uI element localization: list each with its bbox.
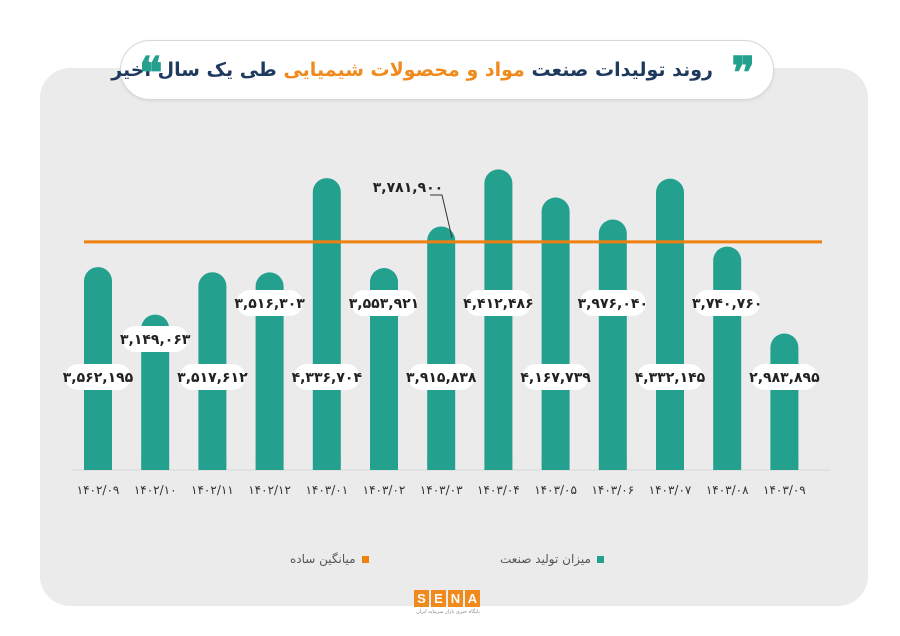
x-tick-label: ۱۴۰۲/۰۹ [77,483,120,497]
bar-base [484,456,513,470]
data-label-bg [637,364,703,390]
data-label: ۳,۹۷۶,۰۴۰ [578,296,648,312]
bar-base [255,456,284,470]
bar [255,272,284,470]
bar [656,178,684,470]
x-tick-label: ۱۴۰۲/۱۰ [134,483,177,497]
data-label-bg [579,290,646,316]
bar [370,268,398,470]
bar-base [656,456,684,470]
x-tick-label: ۱۴۰۳/۰۱ [305,483,348,497]
logo-letter: E [431,590,446,607]
data-label-bg [122,326,189,352]
legend-item-production: میزان تولید صنعت [500,552,604,566]
bar [312,178,341,470]
x-tick-label: ۱۴۰۳/۰۷ [649,483,692,497]
logo-tagline: پایگاه خبری بازار سرمایه ایران [416,609,480,615]
data-label: ۳,۵۱۶,۳۰۳ [234,296,305,312]
x-tick-label: ۱۴۰۲/۱۱ [191,483,234,497]
data-label-bg [65,364,131,390]
sena-logo: S E N A پایگاه خبری بازار سرمایه ایران [414,590,482,620]
data-label: ۳,۵۵۳,۹۲۱ [349,296,419,312]
x-tick-label: ۱۴۰۳/۰۵ [534,483,577,497]
bar-base [370,456,398,470]
bar [770,333,799,470]
logo-letter: A [465,590,480,607]
data-label-bg [351,290,417,316]
data-label: ۳,۷۴۰,۷۶۰ [692,296,762,312]
x-tick-label: ۱۴۰۲/۱۲ [248,483,291,497]
bar [541,197,570,470]
legend-swatch-production [596,556,604,563]
data-label: ۴,۳۳۶,۷۰۴ [292,370,363,386]
title-part-2: مواد و محصولات شیمیایی [283,59,525,81]
data-label: ۳,۵۶۲,۱۹۵ [63,370,134,386]
bar-base [770,456,799,470]
x-tick-label: ۱۴۰۳/۰۶ [591,483,634,497]
bar [484,169,513,470]
bar-base [713,456,742,470]
data-label-bg [751,364,818,390]
data-label: ۴,۴۱۲,۴۸۶ [463,296,533,312]
data-label-bg [293,364,360,390]
bar-base [598,456,627,470]
data-label: ۳,۱۴۹,۰۶۳ [120,332,191,348]
bar-base [141,456,170,470]
average-label: ۳,۷۸۱,۹۰۰ [373,180,443,196]
quote-open-icon: ❞ [731,48,755,99]
logo-letter: S [414,590,429,607]
data-label: ۲,۹۸۳,۸۹۵ [749,370,820,386]
bar [713,246,742,470]
title-part-1: روند تولیدات صنعت [531,59,713,81]
bar-base [312,456,341,470]
data-label-bg [408,364,475,390]
title-box: ❞ روند تولیدات صنعت مواد و محصولات شیمیا… [111,40,774,100]
legend-label-production: میزان تولید صنعت [500,552,591,566]
title-part-3: طی یک سال اخیر [111,59,277,81]
data-label-bg [465,290,532,316]
logo-letter: N [448,590,463,607]
x-tick-label: ۱۴۰۳/۰۳ [420,483,463,497]
data-label-bg [179,364,246,390]
bar-base [84,456,112,470]
x-tick-label: ۱۴۰۳/۰۹ [763,483,806,497]
data-label: ۳,۵۱۷,۶۱۲ [177,370,248,386]
data-label: ۴,۳۳۲,۱۴۵ [635,370,706,386]
legend-swatch-average [361,556,369,563]
x-tick-label: ۱۴۰۳/۰۸ [706,483,749,497]
legend-item-average: میانگین ساده [290,552,369,566]
data-label: ۳,۹۱۵,۸۳۸ [406,370,477,386]
bar-base [427,456,456,470]
data-label-bg [236,290,303,316]
average-leader-line [430,194,453,238]
quote-close-icon: ❝ [139,48,163,99]
bar [141,314,170,470]
legend-label-average: میانگین ساده [290,552,356,566]
bar [598,219,627,470]
x-tick-label: ۱۴۰۳/۰۴ [477,483,520,497]
chart-title: روند تولیدات صنعت مواد و محصولات شیمیایی… [111,41,713,99]
bar-base [541,456,570,470]
bar-base [198,456,227,470]
data-label-bg [522,364,589,390]
x-tick-label: ۱۴۰۳/۰۲ [363,483,406,497]
data-label-bg [694,290,761,316]
data-label: ۴,۱۶۷,۷۳۹ [520,370,591,386]
bar [427,226,456,470]
